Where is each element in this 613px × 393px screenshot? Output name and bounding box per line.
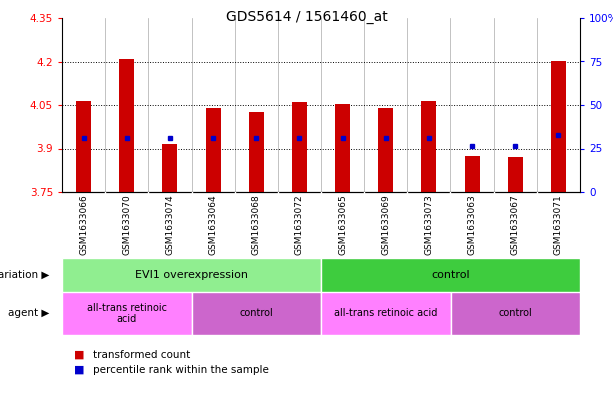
Text: percentile rank within the sample: percentile rank within the sample: [93, 365, 268, 375]
Text: GSM1633072: GSM1633072: [295, 195, 304, 255]
Bar: [62, 292, 191, 335]
Bar: [321, 292, 451, 335]
Text: GSM1633069: GSM1633069: [381, 195, 390, 255]
Text: GSM1633074: GSM1633074: [166, 195, 175, 255]
Text: GSM1633066: GSM1633066: [79, 195, 88, 255]
Text: GDS5614 / 1561460_at: GDS5614 / 1561460_at: [226, 10, 387, 24]
Bar: [451, 292, 580, 335]
Text: GSM1633064: GSM1633064: [208, 195, 218, 255]
Bar: [465, 156, 479, 192]
Text: all-trans retinoic acid: all-trans retinoic acid: [334, 309, 438, 318]
Bar: [551, 61, 566, 192]
Text: ■: ■: [74, 350, 85, 360]
Bar: [292, 102, 307, 192]
Text: GSM1633071: GSM1633071: [554, 195, 563, 255]
Text: GSM1633067: GSM1633067: [511, 195, 520, 255]
Text: control: control: [431, 270, 470, 280]
Bar: [249, 112, 264, 192]
Text: ■: ■: [74, 365, 85, 375]
Bar: [335, 103, 350, 192]
Text: all-trans retinoic
acid: all-trans retinoic acid: [87, 303, 167, 324]
Text: control: control: [498, 309, 532, 318]
Bar: [205, 108, 221, 192]
Bar: [62, 258, 321, 292]
Text: transformed count: transformed count: [93, 350, 190, 360]
Text: control: control: [239, 309, 273, 318]
Text: GSM1633068: GSM1633068: [252, 195, 261, 255]
Bar: [421, 101, 436, 192]
Text: EVI1 overexpression: EVI1 overexpression: [135, 270, 248, 280]
Text: GSM1633065: GSM1633065: [338, 195, 347, 255]
Bar: [119, 59, 134, 192]
Bar: [508, 157, 523, 192]
Text: GSM1633070: GSM1633070: [122, 195, 131, 255]
Bar: [321, 258, 580, 292]
Text: GSM1633073: GSM1633073: [424, 195, 433, 255]
Bar: [76, 101, 91, 192]
Bar: [191, 292, 321, 335]
Bar: [162, 144, 178, 192]
Text: GSM1633063: GSM1633063: [468, 195, 476, 255]
Text: agent ▶: agent ▶: [9, 309, 50, 318]
Text: genotype/variation ▶: genotype/variation ▶: [0, 270, 50, 280]
Bar: [378, 108, 394, 192]
